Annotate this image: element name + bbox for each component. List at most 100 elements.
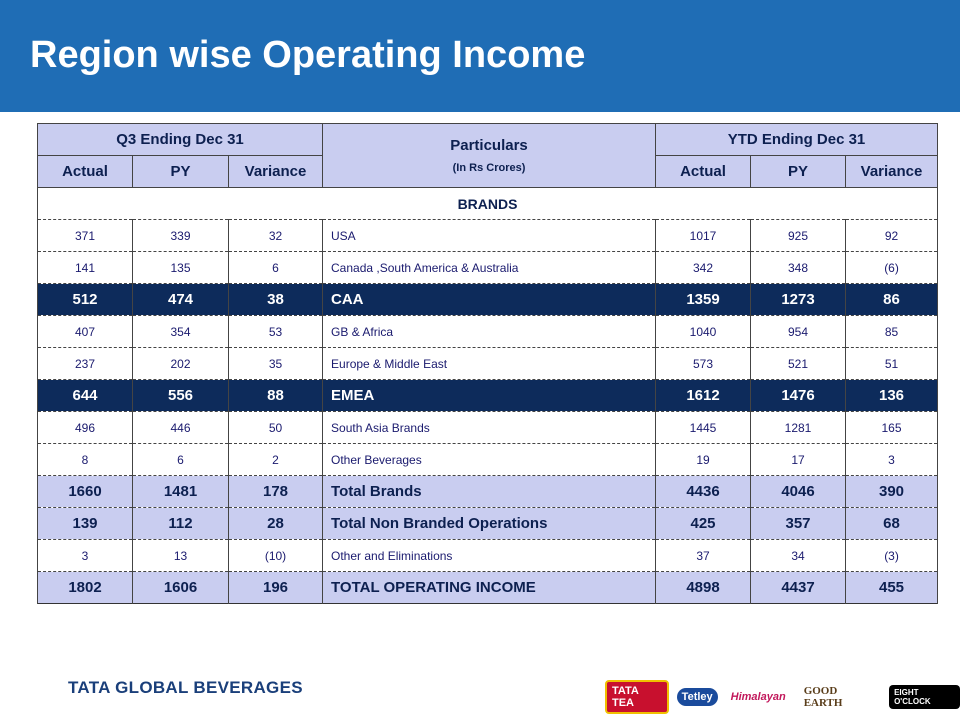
company-logo: TATA GLOBAL BEVERAGES [68, 678, 303, 697]
value-cell: 474 [132, 283, 229, 316]
particular-cell: Total Non Branded Operations [322, 507, 657, 540]
particular-cell: CAA [322, 283, 657, 316]
value-cell: 178 [227, 475, 324, 508]
value-cell: 1273 [750, 283, 847, 316]
value-cell: 196 [227, 571, 324, 604]
value-cell: 165 [845, 411, 939, 444]
particulars-heading: Particulars (In Rs Crores) [322, 123, 657, 188]
value-cell: 139 [37, 507, 133, 540]
particulars-unit: (In Rs Crores) [452, 162, 526, 174]
value-cell: 4437 [750, 571, 847, 604]
value-cell: 3 [37, 539, 133, 572]
column-heading: Actual [655, 155, 752, 188]
table-row: 3 13 (10) Other and Eliminations 37 34 (3) [37, 539, 939, 572]
value-cell: 17 [750, 443, 847, 476]
value-cell: 13 [132, 539, 229, 572]
column-heading: PY [750, 155, 847, 188]
value-cell: 925 [750, 219, 847, 252]
value-cell: 1612 [655, 379, 752, 412]
header-row: Q3 Ending Dec 31 Particulars (In Rs Crore… [36, 123, 939, 188]
income-table: Q3 Ending Dec 31 Particulars (In Rs Crore… [36, 123, 939, 604]
value-cell: 88 [227, 379, 324, 412]
value-cell: 6 [132, 443, 229, 476]
value-cell: 141 [37, 251, 133, 284]
table-row: 512 474 38 CAA 1359 1273 86 [37, 283, 939, 316]
value-cell: 644 [37, 379, 133, 412]
value-cell: 573 [655, 347, 752, 380]
value-cell: 1445 [655, 411, 752, 444]
value-cell: 1359 [655, 283, 752, 316]
value-cell: 68 [845, 507, 939, 540]
table-row: 141 135 6 Canada ,South America & Australia… [37, 251, 939, 284]
brand-logo: GOOD EARTH [803, 685, 843, 709]
brand-logo: TATA TEA [605, 680, 669, 714]
particular-cell: GB & Africa [322, 315, 657, 348]
particular-cell: USA [322, 219, 657, 252]
particular-cell: South Asia Brands [322, 411, 657, 444]
value-cell: 85 [845, 315, 939, 348]
value-cell: 1281 [750, 411, 847, 444]
value-cell: 348 [750, 251, 847, 284]
value-cell: 1017 [655, 219, 752, 252]
slide-title: Region wise Operating Income [30, 34, 586, 76]
value-cell: 136 [845, 379, 939, 412]
value-cell: 237 [37, 347, 133, 380]
particular-cell: Other Beverages [322, 443, 657, 476]
value-cell: 1606 [132, 571, 229, 604]
value-cell: 1481 [132, 475, 229, 508]
value-cell: 4046 [750, 475, 847, 508]
particular-cell: Europe & Middle East [322, 347, 657, 380]
brand-logo: Tetley [676, 688, 718, 706]
value-cell: 1476 [750, 379, 847, 412]
value-cell: 51 [845, 347, 939, 380]
value-cell: 496 [37, 411, 133, 444]
value-cell: 34 [750, 539, 847, 572]
value-cell: 38 [227, 283, 324, 316]
brand-logo: Himalayan [730, 691, 786, 703]
value-cell: 2 [227, 443, 324, 476]
value-cell: 1040 [655, 315, 752, 348]
column-heading: Actual [37, 155, 133, 188]
value-cell: 32 [227, 219, 324, 252]
value-cell: 19 [655, 443, 752, 476]
value-cell: 371 [37, 219, 133, 252]
section-row: BRANDS [36, 187, 939, 220]
value-cell: 357 [750, 507, 847, 540]
value-cell: 8 [37, 443, 133, 476]
value-cell: 4898 [655, 571, 752, 604]
particular-cell: EMEA [322, 379, 657, 412]
value-cell: 390 [845, 475, 939, 508]
table-row: 237 202 35 Europe & Middle East 573 521 51 [37, 347, 939, 380]
value-cell: 4436 [655, 475, 752, 508]
table-row: 139 112 28 Total Non Branded Operations 425 3… [37, 507, 939, 540]
value-cell: 512 [37, 283, 133, 316]
value-cell: 1802 [37, 571, 133, 604]
table-row: 371 339 32 USA 1017 925 92 [37, 219, 939, 252]
particular-cell: Other and Eliminations [322, 539, 657, 572]
ytd-heading: YTD Ending Dec 31 [655, 123, 939, 156]
page-number: 12 [928, 685, 947, 704]
particulars-label: Particulars [450, 137, 528, 154]
value-cell: 50 [227, 411, 324, 444]
table-row: 1802 1606 196 TOTAL OPERATING INCOME 4898 443… [37, 571, 939, 604]
value-cell: 35 [227, 347, 324, 380]
header-band [0, 0, 960, 112]
table-row: 644 556 88 EMEA 1612 1476 136 [37, 379, 939, 412]
value-cell: 342 [655, 251, 752, 284]
value-cell: 354 [132, 315, 229, 348]
value-cell: (10) [227, 539, 324, 572]
value-cell: 455 [845, 571, 939, 604]
value-cell: 112 [132, 507, 229, 540]
value-cell: 1660 [37, 475, 133, 508]
value-cell: (6) [845, 251, 939, 284]
header-row: Actual PY Variance Actual PY Variance [37, 155, 939, 188]
value-cell: 53 [227, 315, 324, 348]
value-cell: 407 [37, 315, 133, 348]
value-cell: 3 [845, 443, 939, 476]
value-cell: 135 [132, 251, 229, 284]
value-cell: 37 [655, 539, 752, 572]
value-cell: (3) [845, 539, 939, 572]
particular-cell: TOTAL OPERATING INCOME [322, 571, 657, 604]
value-cell: 556 [132, 379, 229, 412]
value-cell: 425 [655, 507, 752, 540]
